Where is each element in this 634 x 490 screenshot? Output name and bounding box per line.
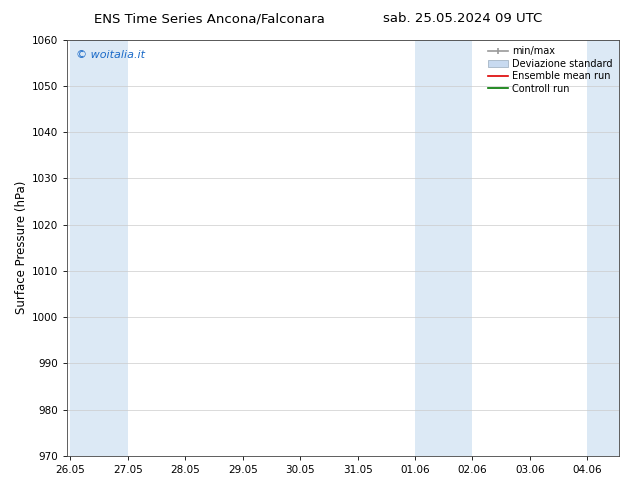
Bar (587, 40, 619, 456)
Bar (70, 40, 128, 456)
Text: sab. 25.05.2024 09 UTC: sab. 25.05.2024 09 UTC (383, 12, 543, 25)
Y-axis label: Surface Pressure (hPa): Surface Pressure (hPa) (15, 181, 28, 315)
Legend: min/max, Deviazione standard, Ensemble mean run, Controll run: min/max, Deviazione standard, Ensemble m… (486, 45, 614, 96)
Bar (415, 40, 472, 456)
Text: ENS Time Series Ancona/Falconara: ENS Time Series Ancona/Falconara (94, 12, 325, 25)
Text: © woitalia.it: © woitalia.it (75, 50, 145, 60)
